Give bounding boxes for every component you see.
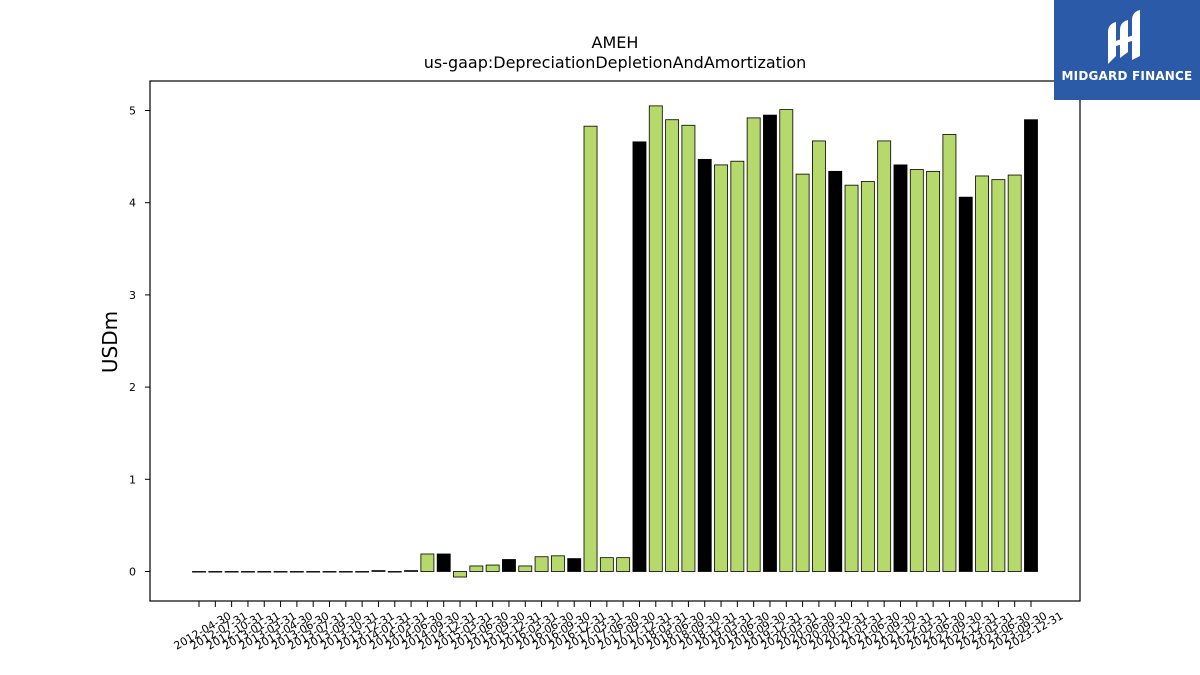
bar-2018-06-30: [665, 119, 680, 572]
bar-2017-06-30: [599, 557, 614, 572]
bar-2020-06-30: [795, 173, 810, 572]
chart-subtitle: us-gaap:DepreciationDepletionAndAmortiza…: [424, 53, 807, 72]
bar-2012-04-30: [192, 571, 206, 573]
bar-2021-06-30: [860, 181, 875, 572]
bar-2012-10-31: [224, 571, 239, 573]
bar-2022-03-31: [909, 169, 924, 572]
bar-2018-09-30: [681, 124, 696, 572]
bar-2014-03-31: [387, 571, 402, 573]
bar-2021-03-31: [844, 184, 859, 572]
bar-2016-09-30: [550, 555, 565, 572]
y-axis: 0 1 2 3 4 5: [129, 105, 150, 578]
y-tick-label-0: 0: [129, 565, 136, 578]
bar-2023-12-31: [1024, 119, 1038, 572]
y-tick-label-2: 2: [129, 381, 136, 394]
bar-2019-12-31: [763, 114, 777, 572]
plot-frame: [149, 80, 1081, 602]
bar-2013-01-31: [241, 571, 255, 573]
bar-2020-09-30: [812, 140, 826, 572]
bar-2017-09-30: [616, 557, 631, 572]
bar-2014-01-31: [371, 570, 386, 572]
bar-2022-06-30: [926, 170, 941, 572]
bar-2019-06-30: [730, 160, 745, 572]
bar-2023-09-30: [1007, 174, 1022, 572]
chart-title: AMEH: [592, 33, 639, 52]
bars-group: [192, 105, 1038, 578]
y-tick-label-4: 4: [129, 197, 136, 210]
bar-2020-03-31: [779, 109, 794, 572]
bar-2021-09-30: [877, 140, 892, 572]
bar-2013-10-31: [338, 571, 353, 573]
bar-2018-12-31: [697, 158, 712, 572]
bar-2023-03-31: [975, 175, 989, 572]
bar-2013-07-31: [306, 571, 321, 573]
y-tick-label-3: 3: [129, 289, 136, 302]
bar-2013-04-30: [273, 571, 288, 573]
bar-2016-03-31: [518, 565, 533, 572]
y-tick-label-5: 5: [129, 105, 136, 118]
bar-2022-12-31: [958, 196, 973, 572]
bar-2022-09-30: [942, 134, 957, 572]
bar-2013-06-30: [289, 571, 304, 573]
bar-2015-12-31: [502, 559, 516, 572]
bar-2014-09-30: [420, 553, 435, 572]
bar-2019-03-31: [714, 164, 728, 572]
bar-2020-12-31: [828, 170, 843, 572]
y-axis-label: USDm: [98, 311, 122, 373]
bar-2015-03-31: [453, 571, 467, 578]
bar-2013-03-31: [257, 571, 272, 573]
bar-2014-12-31: [436, 553, 451, 572]
bar-2018-03-31: [648, 105, 663, 572]
brand-logo: MIDGARD FINANCE: [1054, 0, 1200, 100]
bar-2013-09-30: [322, 571, 337, 573]
bar-2017-03-31: [583, 125, 598, 572]
bar-2016-12-31: [567, 558, 582, 572]
bar-2017-12-31: [632, 141, 647, 572]
bar-2023-06-30: [991, 179, 1006, 572]
brand-name: MIDGARD FINANCE: [1061, 69, 1193, 83]
bar-2012-07-31: [208, 571, 223, 573]
x-axis: 2012-04-302012-07-312012-10-312013-01-31…: [172, 601, 1066, 653]
bar-2015-06-30: [469, 565, 484, 572]
bar-2013-12-31: [355, 571, 370, 573]
bar-2014-06-30: [404, 570, 418, 572]
bar-2015-09-30: [485, 564, 500, 572]
bar-2021-12-31: [893, 164, 908, 572]
bar-2019-09-30: [746, 117, 761, 572]
y-tick-label-1: 1: [129, 473, 136, 486]
bar-2016-06-30: [534, 556, 549, 572]
midgard-logo-icon: [1108, 10, 1140, 64]
